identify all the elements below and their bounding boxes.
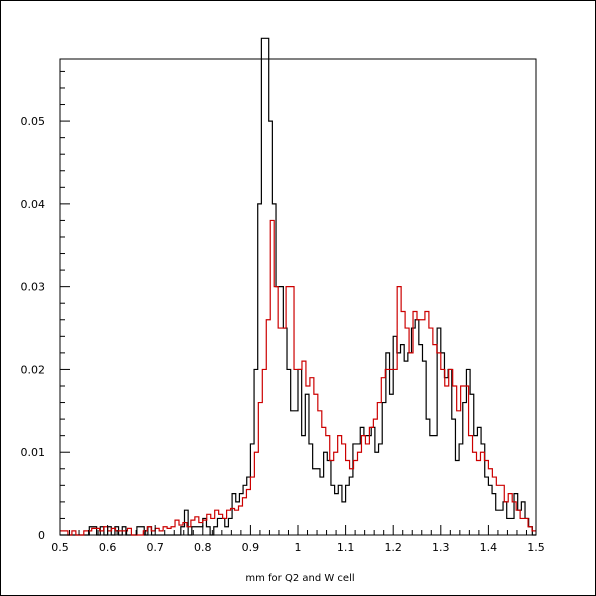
x-tick-label: 0.5: [51, 541, 69, 554]
series-layer: [60, 37, 536, 536]
x-tick-label: 1.2: [384, 541, 402, 554]
x-tick-label: 1.5: [527, 541, 545, 554]
x-tick-label: 0.9: [242, 541, 260, 554]
x-tick-label: 1.4: [480, 541, 498, 554]
x-axis-title: mm for Q2 and W cell: [245, 573, 354, 584]
y-tick-label: 0.05: [21, 115, 46, 128]
y-tick-label: 0.02: [21, 363, 46, 376]
x-tick-label: 1.1: [337, 541, 355, 554]
x-tick-label: 0.7: [146, 541, 164, 554]
y-tick-label: 0: [38, 529, 45, 542]
x-tick-label: 1: [295, 541, 302, 554]
y-axis-ticks: 0 0.01 0.02 0.03 0.04 0.05: [21, 70, 70, 542]
y-tick-label: 0.01: [21, 446, 46, 459]
series-2-step-line: [60, 219, 536, 536]
x-axis-ticks: 0.5 0.6 0.7 0.8 0.9 1 1.1 1.2 1.3 1.4 1.5: [51, 525, 545, 554]
x-tick-label: 0.8: [194, 541, 212, 554]
y-tick-label: 0.04: [21, 198, 46, 211]
y-tick-label: 0.03: [21, 281, 46, 294]
x-tick-label: 1.3: [432, 541, 450, 554]
x-tick-label: 0.6: [99, 541, 117, 554]
plot-area: [59, 58, 537, 536]
